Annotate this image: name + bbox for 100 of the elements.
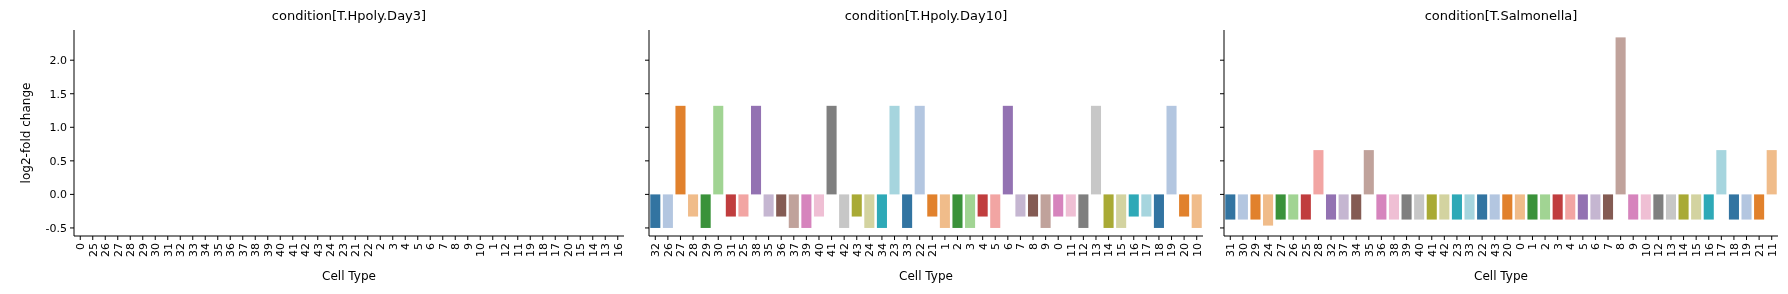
- x-tick-label: 5: [411, 243, 425, 250]
- x-tick-label: 6: [424, 243, 438, 250]
- x-tick-label: 37: [787, 243, 801, 257]
- x-tick-label: 34: [875, 243, 889, 257]
- x-tick-label: 38: [749, 243, 763, 257]
- x-tick-label: 40: [1413, 243, 1427, 257]
- x-tick-label: 16: [611, 243, 625, 257]
- x-axis-title: Cell Type: [899, 269, 953, 283]
- x-tick-label: 42: [838, 243, 852, 257]
- x-tick-label: 13: [1664, 243, 1678, 257]
- x-tick-label: 1: [486, 243, 500, 250]
- x-tick-label: 20: [561, 243, 575, 257]
- x-tick-label: 14: [1677, 243, 1691, 257]
- x-tick-label: 34: [1350, 243, 1364, 257]
- x-tick-label: 32: [649, 243, 663, 257]
- x-tick-label: 31: [724, 243, 738, 257]
- x-tick-label: 39: [800, 243, 814, 257]
- x-tick-label: 9: [1627, 243, 1641, 250]
- x-tick-label: 30: [1236, 243, 1250, 257]
- x-tick-label: 21: [349, 243, 363, 257]
- x-tick-label: 33: [186, 243, 200, 257]
- x-tick-label: 3: [386, 243, 400, 250]
- x-tick-label: 30: [712, 243, 726, 257]
- x-tick-label: 24: [324, 243, 338, 257]
- x-tick-label: 12: [499, 243, 513, 257]
- x-tick-label: 8: [1614, 243, 1628, 250]
- x-tick-label: 39: [1400, 243, 1414, 257]
- y-tick-label: 1.5: [49, 87, 67, 101]
- x-tick-label: 9: [1039, 243, 1053, 250]
- x-tick-label: 27: [1274, 243, 1288, 257]
- x-tick-label: 25: [1299, 243, 1313, 257]
- x-axis-title: Cell Type: [1474, 269, 1528, 283]
- x-tick-label: 36: [775, 243, 789, 257]
- x-tick-label: 43: [311, 243, 325, 257]
- x-tick-label: 21: [926, 243, 940, 257]
- x-tick-label: 37: [1337, 243, 1351, 257]
- x-tick-label: 11: [511, 243, 525, 257]
- x-tick-label: 32: [1324, 243, 1338, 257]
- x-tick-label: 33: [1463, 243, 1477, 257]
- x-tick-label: 4: [1564, 243, 1578, 250]
- x-tick-label: 5: [1576, 243, 1590, 250]
- x-tick-label: 35: [211, 243, 225, 257]
- x-tick-label: 6: [1001, 243, 1015, 250]
- x-tick-label: 17: [1715, 243, 1729, 257]
- x-tick-label: 0: [1513, 243, 1527, 250]
- x-tick-label: 24: [863, 243, 877, 257]
- x-tick-label: 12: [1077, 243, 1091, 257]
- x-tick-label: 1: [938, 243, 952, 250]
- x-tick-label: 23: [888, 243, 902, 257]
- x-tick-label: 17: [549, 243, 563, 257]
- x-tick-label: 16: [1702, 243, 1716, 257]
- x-tick-label: 19: [524, 243, 538, 257]
- x-tick-label: 1: [1526, 243, 1540, 250]
- x-tick-label: 33: [900, 243, 914, 257]
- x-tick-label: 10: [474, 243, 488, 257]
- x-tick-label: 20: [1177, 243, 1191, 257]
- x-tick-label: 22: [361, 243, 375, 257]
- x-tick-label: 28: [1312, 243, 1326, 257]
- x-tick-label: 41: [825, 243, 839, 257]
- y-tick-label: 2.0: [49, 54, 67, 68]
- x-tick-label: 15: [1115, 243, 1129, 257]
- x-tick-label: 26: [1287, 243, 1301, 257]
- x-tick-label: 19: [1165, 243, 1179, 257]
- x-tick-label: 26: [99, 243, 113, 257]
- x-tick-label: 36: [224, 243, 238, 257]
- x-tick-label: 38: [1387, 243, 1401, 257]
- x-tick-label: 19: [1740, 243, 1754, 257]
- x-tick-label: 24: [1261, 243, 1275, 257]
- x-tick-label: 8: [449, 243, 463, 250]
- x-tick-label: 35: [762, 243, 776, 257]
- x-tick-label: 32: [174, 243, 188, 257]
- x-tick-label: 41: [286, 243, 300, 257]
- x-tick-label: 31: [1224, 243, 1238, 257]
- x-tick-label: 31: [161, 243, 175, 257]
- x-tick-label: 29: [1249, 243, 1263, 257]
- x-tick-label: 7: [1014, 243, 1028, 250]
- x-tick-label: 16: [1127, 243, 1141, 257]
- x-tick-label: 7: [436, 243, 450, 250]
- y-axis-title: log2-fold change: [19, 82, 33, 184]
- x-tick-label: 34: [199, 243, 213, 257]
- x-tick-label: 11: [1064, 243, 1078, 257]
- x-tick-label: 2: [374, 243, 388, 250]
- x-tick-label: 26: [661, 243, 675, 257]
- x-tick-label: 30: [149, 243, 163, 257]
- x-tick-label: 23: [1450, 243, 1464, 257]
- x-tick-label: 43: [1488, 243, 1502, 257]
- x-tick-label: 20: [1501, 243, 1515, 257]
- x-tick-label: 8: [1026, 243, 1040, 250]
- x-tick-label: 27: [111, 243, 125, 257]
- x-tick-label: 43: [850, 243, 864, 257]
- x-tick-label: 28: [686, 243, 700, 257]
- x-tick-label: 4: [976, 243, 990, 250]
- x-tick-label: 3: [963, 243, 977, 250]
- x-tick-label: 10: [1639, 243, 1653, 257]
- x-tick-label: 3: [1551, 243, 1565, 250]
- x-tick-label: 42: [299, 243, 313, 257]
- x-tick-label: 14: [1102, 243, 1116, 257]
- x-tick-label: 6: [1589, 243, 1603, 250]
- x-tick-label: 25: [737, 243, 751, 257]
- x-tick-label: 15: [1690, 243, 1704, 257]
